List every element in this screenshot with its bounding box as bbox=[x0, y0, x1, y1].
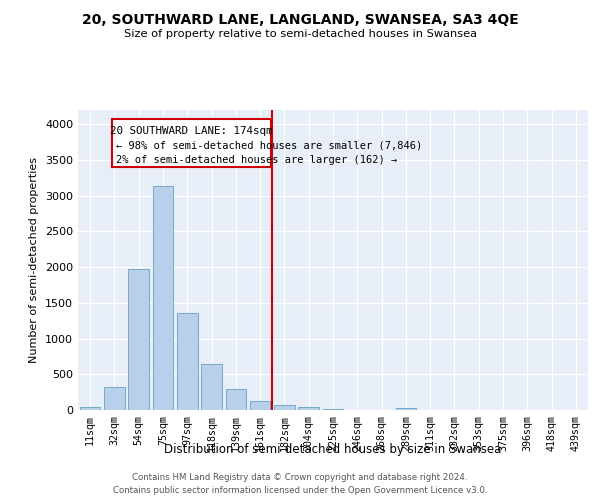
Bar bbox=[250, 401, 271, 410]
Bar bbox=[226, 388, 246, 410]
Y-axis label: Number of semi-detached properties: Number of semi-detached properties bbox=[29, 157, 40, 363]
Bar bbox=[128, 270, 149, 410]
Bar bbox=[274, 404, 295, 410]
Bar bbox=[177, 313, 197, 410]
Text: 20, SOUTHWARD LANE, LANGLAND, SWANSEA, SA3 4QE: 20, SOUTHWARD LANE, LANGLAND, SWANSEA, S… bbox=[82, 12, 518, 26]
Text: Contains HM Land Registry data © Crown copyright and database right 2024.
Contai: Contains HM Land Registry data © Crown c… bbox=[113, 473, 487, 495]
Text: 2% of semi-detached houses are larger (162) →: 2% of semi-detached houses are larger (1… bbox=[116, 155, 397, 165]
Text: 20 SOUTHWARD LANE: 174sqm: 20 SOUTHWARD LANE: 174sqm bbox=[110, 126, 273, 136]
Bar bbox=[152, 186, 173, 410]
Bar bbox=[80, 407, 100, 410]
Bar bbox=[201, 364, 222, 410]
Text: ← 98% of semi-detached houses are smaller (7,846): ← 98% of semi-detached houses are smalle… bbox=[116, 140, 422, 150]
Text: Size of property relative to semi-detached houses in Swansea: Size of property relative to semi-detach… bbox=[124, 29, 476, 39]
Bar bbox=[298, 407, 319, 410]
Bar bbox=[395, 408, 416, 410]
Text: Distribution of semi-detached houses by size in Swansea: Distribution of semi-detached houses by … bbox=[164, 442, 502, 456]
FancyBboxPatch shape bbox=[112, 118, 271, 167]
Bar bbox=[104, 387, 125, 410]
